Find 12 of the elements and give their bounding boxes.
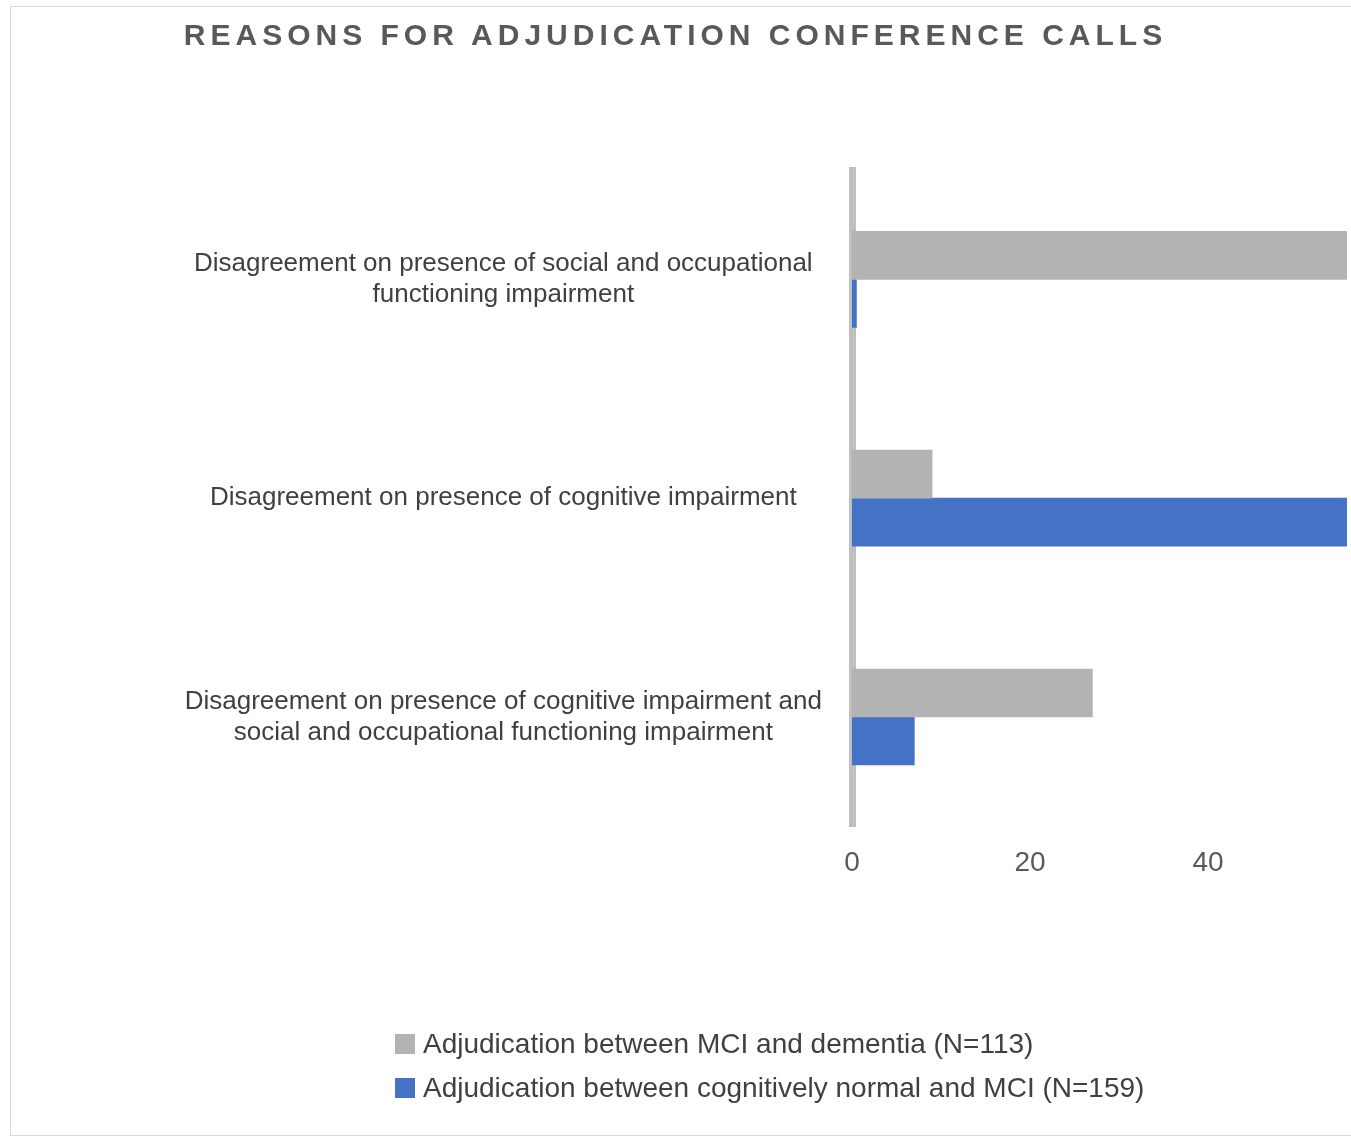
- legend-label: Adjudication between MCI and dementia (N=113): [423, 1028, 1034, 1060]
- bar: [852, 716, 915, 766]
- x-tick-label: 0: [844, 845, 860, 877]
- bar: [852, 497, 1347, 547]
- x-tick-label: 40: [1192, 845, 1224, 877]
- bar: [852, 279, 857, 328]
- chart-title: REASONS FOR ADJUDICATION CONFERENCE CALLS: [182, 18, 1169, 52]
- y-tick-label: Disagreement on presence of cognitive impairment: [209, 481, 798, 512]
- y-tick-label: Disagreement on presence of cognitive impairment and social and occupational functioning impairment: [184, 684, 822, 746]
- y-tick-label: Disagreement on presence of social and occupational functioning impairment: [194, 246, 813, 309]
- x-tick-label: 20: [1014, 845, 1046, 877]
- legend-label: Adjudication between cognitively normal and MCI (N=159): [423, 1072, 1145, 1104]
